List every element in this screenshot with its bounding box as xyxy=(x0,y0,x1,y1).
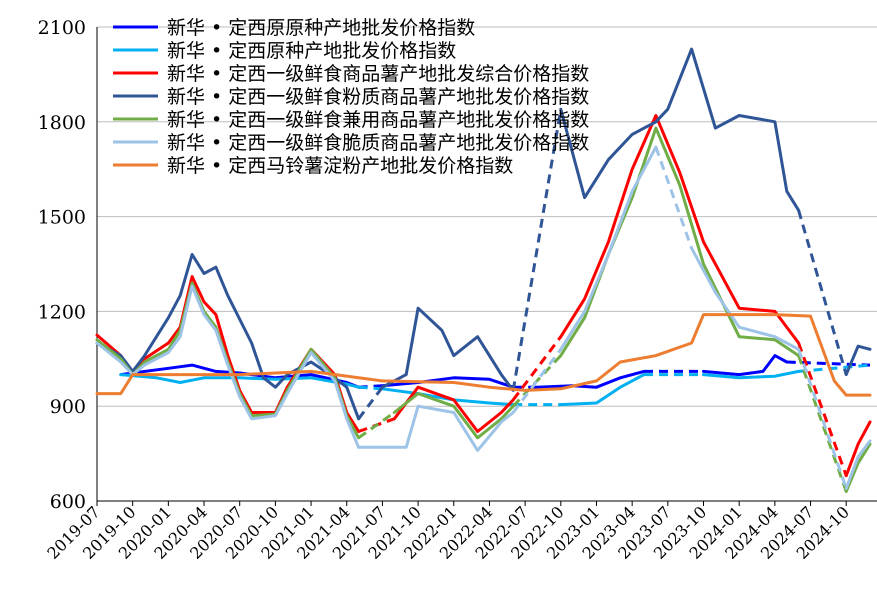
series-line-segment xyxy=(512,354,562,408)
series-line-segment xyxy=(690,246,801,351)
series-line-segment xyxy=(357,386,384,420)
series-line-segment xyxy=(702,354,789,377)
y-tick-label: 1200 xyxy=(38,301,86,323)
legend-entry: 新华 • 定西一级鲜食脆质商品薯产地批发价格指数 xyxy=(113,132,589,154)
series-line-segment xyxy=(559,47,801,212)
series-line-segment xyxy=(512,348,562,414)
series-line-segment xyxy=(358,385,383,391)
series-line-segment xyxy=(654,146,694,249)
series-line-segment xyxy=(702,369,801,380)
y-tick-label: 1500 xyxy=(38,207,86,229)
y-tick-label: 600 xyxy=(50,491,86,513)
series-line-segment xyxy=(95,253,361,421)
legend-entry: 新华 • 定西原种产地批发价格指数 xyxy=(113,40,456,62)
x-tick-labels: 2019-072019-102020-012020-042020-072020-… xyxy=(43,501,853,563)
series-line-segment xyxy=(512,335,562,401)
series-line-segment xyxy=(511,108,563,391)
series-line-segment xyxy=(559,114,801,345)
legend-entry: 新华 • 定西原原种产地批发价格指数 xyxy=(113,17,475,39)
legend-label: 新华 • 定西一级鲜食粉质商品薯产地批发价格指数 xyxy=(167,86,589,108)
legend-entry: 新华 • 定西马铃薯淀粉产地批发价格指数 xyxy=(113,155,513,177)
series-line-segment xyxy=(535,369,646,389)
gridlines xyxy=(97,26,877,407)
series-line-segment xyxy=(559,126,801,358)
y-tick-label: 1800 xyxy=(38,112,86,134)
legend-label: 新华 • 定西原种产地批发价格指数 xyxy=(167,40,456,62)
series-line-segment xyxy=(797,348,848,489)
series-line-segment xyxy=(844,344,872,377)
y-tick-label: 900 xyxy=(50,396,86,418)
series-line-segment xyxy=(559,373,646,407)
series-6 xyxy=(95,145,872,490)
series-4 xyxy=(95,47,872,421)
legend-label: 新华 • 定西一级鲜食兼用商品薯产地批发价格指数 xyxy=(167,109,589,131)
series-line-segment xyxy=(559,145,658,351)
y-tick-labels: 600 900 1200 1500 1800 2100 xyxy=(38,17,86,513)
legend-label: 新华 • 定西一级鲜食脆质商品薯产地批发价格指数 xyxy=(167,132,589,154)
legend-label: 新华 • 定西一级鲜食商品薯产地批发综合价格指数 xyxy=(167,63,589,85)
legend-entry: 新华 • 定西一级鲜食兼用商品薯产地批发价格指数 xyxy=(113,109,589,131)
series-line-segment xyxy=(797,342,848,477)
series-line-segment xyxy=(797,209,848,376)
series-line-segment xyxy=(380,376,515,389)
series-line-segment xyxy=(357,411,396,440)
series-line-segment xyxy=(380,306,515,392)
legend-entry: 新华 • 定西一级鲜食粉质商品薯产地批发价格指数 xyxy=(113,86,589,108)
series-line-segment xyxy=(844,439,872,490)
series-line-segment xyxy=(95,284,361,449)
legend-entry: 新华 • 定西一级鲜食商品薯产地批发综合价格指数 xyxy=(113,63,589,85)
axes xyxy=(96,27,877,502)
y-tick-label: 2100 xyxy=(38,17,86,39)
series-line-segment xyxy=(392,392,515,440)
legend-label: 新华 • 定西马铃薯淀粉产地批发价格指数 xyxy=(167,155,513,177)
series-line-segment xyxy=(798,363,871,373)
series-line-segment xyxy=(357,404,515,452)
series-line-segment xyxy=(392,385,515,433)
series-line-segment xyxy=(844,420,872,478)
series-lines xyxy=(95,47,872,493)
series-7 xyxy=(95,313,872,397)
series-line-segment xyxy=(797,355,848,492)
series-line-segment xyxy=(95,275,361,433)
series-line-segment xyxy=(95,313,872,397)
legend-label: 新华 • 定西原原种产地批发价格指数 xyxy=(167,17,475,39)
